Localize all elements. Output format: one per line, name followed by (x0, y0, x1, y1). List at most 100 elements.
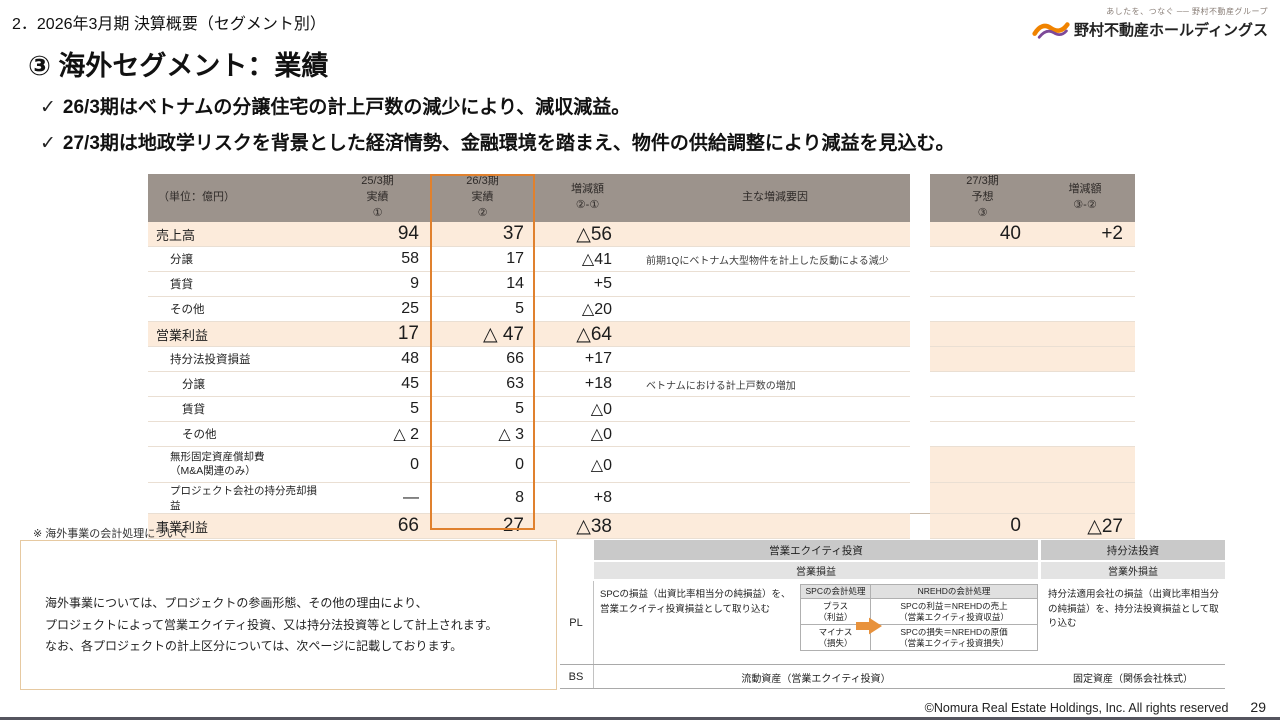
actual-25-3: 0 (325, 446, 430, 484)
change-amount-2: +2 (1035, 221, 1135, 248)
actual-25-3: 94 (325, 221, 430, 248)
table-gap (910, 372, 930, 397)
change-amount-2 (1035, 396, 1135, 423)
table-row-project-stake-sale: プロジェクト会社の持分売却損益 ― 8 +8 (148, 482, 1135, 515)
change-amount-2: △27 (1035, 513, 1135, 540)
mini-cell-profit-treatment: SPCの利益＝NREHDの売上 （営業エクイティ投資収益） (870, 598, 1038, 625)
col-header-factors: 主な増減要因 (640, 174, 910, 222)
change-amount: △64 (535, 321, 640, 348)
actual-25-3: 45 (325, 371, 430, 398)
copyright-text: ©Nomura Real Estate Holdings, Inc. All r… (924, 701, 1229, 715)
page-title: ③ 海外セグメント：業績 (28, 51, 329, 81)
accounting-treatment-table: 営業エクイティ投資 持分法投資 営業損益 営業外損益 PL BS SPCの損益（… (560, 540, 1225, 690)
actual-25-3: △ 2 (325, 421, 430, 448)
change-factor (640, 482, 910, 515)
unit-label: （単位：億円） (148, 174, 325, 222)
forecast-27-3 (930, 271, 1035, 298)
table-row-business-profit: 事業利益 66 27 △38 0 △27 (148, 513, 1135, 540)
table-gap (910, 447, 930, 483)
col-header-change-2: 増減額 ③-② (1035, 174, 1135, 222)
forecast-27-3 (930, 371, 1035, 398)
forecast-27-3 (930, 296, 1035, 323)
change-factor: ベトナムにおける計上戸数の増加 (640, 371, 910, 398)
forecast-27-3: 40 (930, 221, 1035, 248)
actual-25-3: ― (325, 482, 430, 515)
change-amount: +5 (535, 271, 640, 298)
change-amount-2 (1035, 296, 1135, 323)
spc-accounting-mini-table: SPCの会計処理 NREHDの会計処理 プラス （利益） SPCの利益＝NREH… (800, 584, 1038, 651)
forecast-27-3 (930, 321, 1035, 348)
forecast-27-3 (930, 482, 1035, 515)
segment-results-table-wrap: （単位：億円） 25/3期 実績 ① 26/3期 実績 ② 増減額 ②-① 主な… (148, 174, 1135, 540)
row-label: その他 (148, 421, 325, 448)
change-factor (640, 396, 910, 423)
table-gap (910, 347, 930, 372)
change-factor (640, 271, 910, 298)
accounting-note-box: ※ 海外事業の会計処理について 海外事業については、プロジェクトの参画形態、その… (20, 528, 557, 690)
mini-cell-plus: プラス （利益） (800, 598, 871, 625)
col-header-change: 増減額 ②-① (535, 174, 640, 222)
table-header-row: （単位：億円） 25/3期 実績 ① 26/3期 実績 ② 増減額 ②-① 主な… (148, 174, 1135, 222)
note-title: ※ 海外事業の会計処理について (33, 528, 188, 540)
table-gap (910, 272, 930, 297)
actual-26-3: 8 (430, 482, 535, 515)
table-row-sales-condo: 分譲 58 17 △41 前期1Qにベトナム大型物件を計上した反動による減少 (148, 246, 1135, 273)
change-factor (640, 513, 910, 540)
pl-left-description: SPCの損益（出資比率相当分の純損益）を、営業エクイティ投資損益として取り込む (600, 589, 791, 615)
actual-25-3: 17 (325, 321, 430, 348)
change-amount-2 (1035, 346, 1135, 373)
row-label: 事業利益 (148, 513, 325, 540)
change-amount: +17 (535, 346, 640, 373)
nomura-swoosh-icon (1032, 21, 1070, 39)
actual-25-3: 5 (325, 396, 430, 423)
row-label: 賃貸 (148, 271, 325, 298)
table-gap (910, 222, 930, 247)
bullet-text: 26/3期はベトナムの分譲住宅の計上戸数の減少により、減収減益。 (62, 97, 631, 118)
table-gap (910, 397, 930, 422)
change-amount: △41 (535, 246, 640, 273)
company-logo: あしたを、つなぐ ── 野村不動産グループ 野村不動産ホールディングス (1032, 6, 1268, 40)
actual-26-3: 0 (430, 446, 535, 484)
table-gap (910, 322, 930, 347)
logo-tagline: あしたを、つなぐ ── 野村不動産グループ (1106, 7, 1268, 16)
slide-section-header: 2．2026年3月期 決算概要（セグメント別） (12, 16, 326, 33)
forecast-27-3 (930, 346, 1035, 373)
forecast-27-3 (930, 246, 1035, 273)
change-factor: 前期1Qにベトナム大型物件を計上した反動による減少 (640, 246, 910, 273)
col-header-actual-26-3: 26/3期 実績 ② (430, 174, 535, 222)
actual-26-3: △ 3 (430, 421, 535, 448)
row-label-bs: BS (568, 671, 584, 683)
mini-header-nrehd: NREHDの会計処理 (870, 584, 1038, 599)
header-equity-method-investment: 持分法投資 (1041, 540, 1225, 560)
bullet-item: ✓ 27/3期は地政学リスクを背景とした経済情勢、金融環境を踏まえ、物件の供給調… (40, 128, 955, 155)
row-label: 営業利益 (148, 321, 325, 348)
row-label: 分譲 (148, 246, 325, 273)
divider (560, 688, 1225, 689)
row-label-pl: PL (569, 617, 583, 629)
bs-current-assets: 流動資産（営業エクイティ投資） (741, 673, 891, 685)
subheader-non-operating-pl: 営業外損益 (1041, 562, 1225, 579)
actual-26-3: 14 (430, 271, 535, 298)
row-label: その他 (148, 296, 325, 323)
change-factor (640, 346, 910, 373)
header-operating-equity-investment: 営業エクイティ投資 (594, 540, 1038, 560)
change-amount-2 (1035, 246, 1135, 273)
actual-25-3: 48 (325, 346, 430, 373)
table-row-sales-leasing: 賃貸 9 14 +5 (148, 271, 1135, 298)
change-amount-2 (1035, 371, 1135, 398)
change-factor (640, 296, 910, 323)
col-header-forecast-27-3: 27/3期 予想 ③ (930, 174, 1035, 222)
table-gap (910, 513, 930, 539)
subheader-operating-pl: 営業損益 (594, 562, 1038, 579)
actual-26-3: 63 (430, 371, 535, 398)
slide-footer: ©Nomura Real Estate Holdings, Inc. All r… (925, 699, 1266, 715)
check-icon: ✓ (40, 133, 56, 154)
actual-25-3: 9 (325, 271, 430, 298)
forecast-27-3: 0 (930, 513, 1035, 540)
change-amount-2 (1035, 271, 1135, 298)
page-number: 29 (1250, 699, 1266, 715)
change-amount: △0 (535, 396, 640, 423)
row-label: 無形固定資産償却費 （M&A関連のみ） (148, 446, 325, 484)
summary-bullets: ✓ 26/3期はベトナムの分譲住宅の計上戸数の減少により、減収減益。 ✓ 27/… (40, 92, 955, 164)
mini-cell-loss-treatment: SPCの損失＝NREHDの原価 （営業エクイティ投資損失） (870, 624, 1038, 651)
